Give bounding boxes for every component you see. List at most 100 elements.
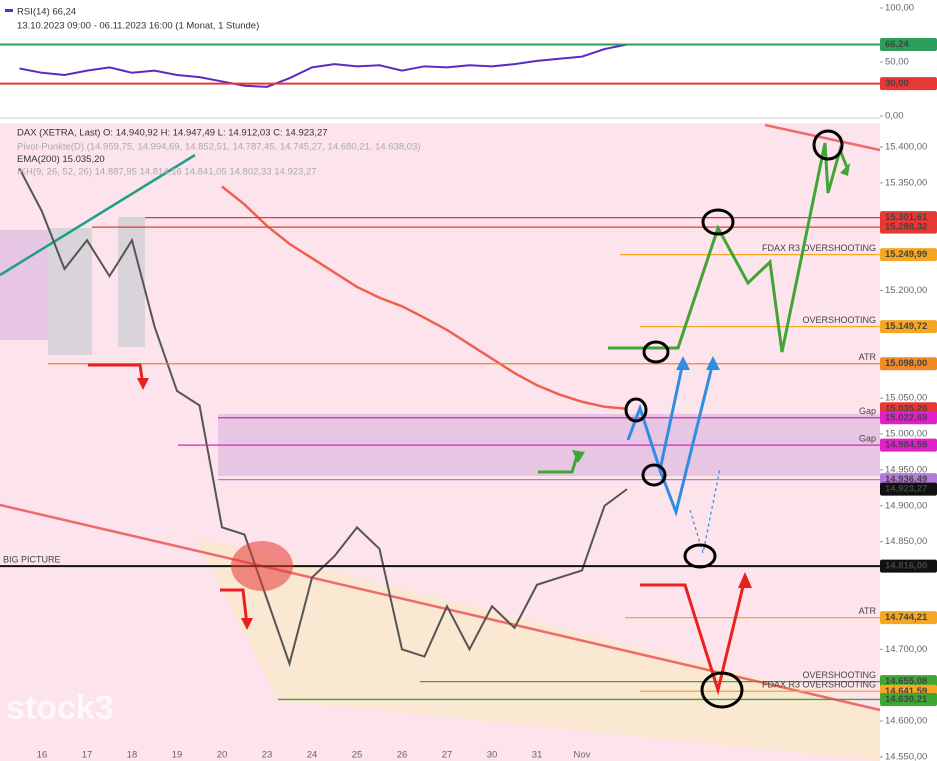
trend-line [764,123,881,152]
y-tick-label: 15.200,00 [885,285,927,296]
y-tick-label: 50,00 [885,57,909,68]
level-label: 14.641,59 [885,686,927,697]
zone [0,230,48,340]
level-note: BIG PICTURE [3,554,61,564]
level-box [880,438,937,452]
projection [608,142,850,353]
level-label: 14.655,08 [885,676,927,687]
circle [812,129,844,161]
x-tick-label: 17 [82,750,93,761]
projection [689,467,721,554]
y-tick-label: 15.400,00 [885,142,927,153]
arrowhead [676,356,690,370]
arrowhead [840,163,850,176]
arrowheads [137,163,850,630]
y-tick-label: 0,00 [885,111,904,122]
y-tick-label: 14.700,00 [885,644,927,655]
zone [118,217,145,347]
level-label: 14.816,00 [885,561,927,572]
level-note: Gap [859,433,876,443]
x-tick-label: 18 [127,750,138,761]
level-box [880,248,937,262]
level-label: 15.249,99 [885,249,927,260]
level-box [880,77,937,91]
chart-subtitle: 13.10.2023 09:00 - 06.11.2023 16:00 (1 M… [17,21,259,32]
circle [683,543,717,569]
level-label: 15.288,32 [885,222,927,233]
x-tick-label: 24 [307,750,318,761]
x-tick-label: Nov [574,750,591,761]
level-note: OVERSHOOTING [802,670,876,680]
projection [640,577,747,696]
indicator-label: EMA(200) 15.035,20 [17,154,105,165]
arrowhead [738,572,752,588]
data-layer: 0,00 50,00 100,00 66,24 30,00 RSI(14) 66,24 13… [0,3,937,761]
axis-panel [880,0,937,761]
circle [642,340,670,364]
circle [701,208,735,236]
circles [624,129,844,709]
annotations [88,129,850,709]
level-box [880,559,937,573]
level-box [880,37,937,51]
level-label: 15.149,72 [885,321,927,332]
x-tick-label: 23 [262,750,273,761]
x-tick-label: 20 [217,750,228,761]
indicator-label: IKH(9, 26, 52, 26) 14.887,95 14.814,16 1… [17,167,317,178]
level-label: 14.984,59 [885,440,927,451]
y-tick-label: 14.850,00 [885,536,927,547]
level-label: 15.098,00 [885,358,927,369]
x-tick-label: 19 [172,750,183,761]
rsi-panel [0,0,880,118]
x-tick-label: 26 [397,750,408,761]
level-note: OVERSHOOTING [802,315,876,325]
level-box [880,357,937,371]
x-tick-label: 31 [532,750,543,761]
arrowhead [241,618,253,630]
rsi-line [19,43,628,88]
x-tick-label: 25 [352,750,363,761]
circle [624,397,648,423]
level-label: 14.630,21 [885,694,928,705]
level-box [880,611,937,625]
level-box [880,320,937,334]
level-box [880,482,937,496]
arrowhead [137,378,149,390]
level-label: 14.923,27 [885,484,927,495]
y-tick-label: 100,00 [885,3,914,14]
level-box [880,220,937,234]
arrow [220,588,249,626]
y-tick-label: 15.050,00 [885,393,927,404]
level-label: 14.744,21 [885,612,928,623]
projection [626,361,685,476]
level-box [880,692,937,706]
level-label: 15.035,20 [885,403,927,414]
arrowhead [706,356,720,370]
x-tick-label: 16 [37,750,48,761]
x-tick-label: 30 [487,750,498,761]
level-note: Gap [859,406,876,416]
legend-swatch [5,9,13,12]
level-box [880,411,937,425]
indicator-label: Pivot-Punkte(D) (14.959,75, 14.994,69, 1… [17,142,421,153]
y-tick-label: 15.350,00 [885,177,927,188]
chart-title: DAX (XETRA, Last) O: 14.940,92 H: 14.947… [17,128,328,139]
y-tick-label: 14.600,00 [885,716,927,727]
chart-title: RSI(14) 66,24 [17,7,76,18]
level-note: FDAX R3 OVERSHOOTING [762,243,876,253]
circle [700,671,744,709]
trend-line [0,153,196,277]
y-tick-label: 14.550,00 [885,752,927,761]
projection [658,361,715,518]
arrow [538,452,580,474]
watermark: stock3 [6,689,114,727]
x-tick-label: 27 [442,750,453,761]
level-label: 66,24 [885,39,909,50]
level-label: 15.301,61 [885,212,928,223]
y-tick-label: 14.900,00 [885,500,927,511]
level-label: 14.936,49 [885,474,927,485]
arrowhead [572,450,585,463]
level-note: ATR [859,606,877,616]
y-tick-label: 14.950,00 [885,464,927,475]
